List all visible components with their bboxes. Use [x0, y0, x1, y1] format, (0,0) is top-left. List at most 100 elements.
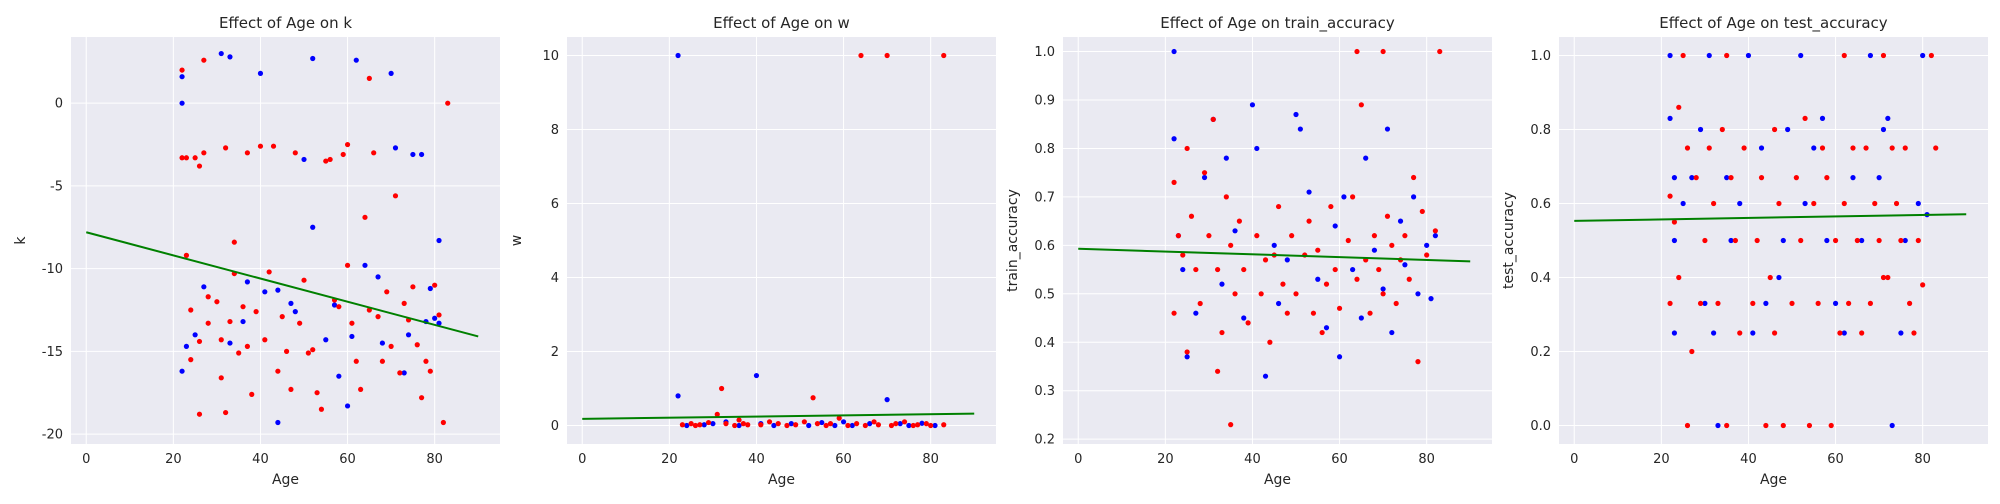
- data-point-series-1: [427, 368, 433, 374]
- x-tick-label: 20: [661, 452, 678, 467]
- data-point-series-0: [336, 373, 342, 379]
- data-point-series-1: [1789, 300, 1795, 306]
- data-point-series-0: [1271, 242, 1277, 248]
- data-point-series-0: [1424, 242, 1430, 248]
- data-point-series-1: [371, 150, 377, 156]
- x-tick-label: 60: [1827, 452, 1844, 467]
- data-point-series-1: [1197, 300, 1203, 307]
- data-point-series-0: [1867, 52, 1874, 59]
- data-point-series-1: [362, 214, 368, 220]
- data-point-series-1: [1354, 48, 1360, 55]
- data-point-series-0: [1750, 330, 1756, 336]
- data-point-series-0: [1171, 48, 1177, 55]
- x-tick-label: 0: [1074, 452, 1082, 467]
- y-tick-label: 0.4: [1034, 336, 1055, 351]
- data-point-series-1: [1850, 145, 1856, 151]
- data-point-series-1: [1245, 320, 1251, 326]
- data-point-series-1: [1384, 213, 1391, 219]
- data-point-series-1: [1193, 266, 1199, 273]
- y-tick-label: 10: [542, 49, 559, 64]
- data-point-series-1: [1832, 237, 1839, 244]
- data-point-series-0: [1802, 200, 1808, 207]
- x-axis-label: Age: [1760, 472, 1787, 488]
- x-tick-label: 40: [252, 452, 269, 467]
- data-point-series-0: [1380, 286, 1386, 292]
- data-point-series-0: [1397, 218, 1404, 224]
- data-point-series-1: [1380, 48, 1386, 55]
- data-point-series-0: [310, 55, 316, 62]
- data-point-series-1: [814, 421, 821, 427]
- data-point-series-0: [1671, 237, 1678, 244]
- data-point-series-1: [253, 309, 259, 315]
- data-point-series-1: [270, 143, 277, 149]
- data-point-series-1: [1180, 252, 1186, 258]
- x-axis-label: Age: [1264, 472, 1291, 488]
- chart-title: Effect of Age on train_accuracy: [1160, 14, 1395, 33]
- data-point-series-1: [1415, 359, 1421, 365]
- data-point-series-1: [1419, 208, 1425, 215]
- data-point-series-1: [1724, 422, 1730, 429]
- data-point-series-1: [1289, 233, 1295, 239]
- data-point-series-1: [875, 422, 882, 428]
- data-point-series-1: [1345, 237, 1351, 244]
- data-point-series-1: [1684, 422, 1691, 429]
- data-point-series-0: [362, 262, 368, 268]
- data-point-series-1: [1371, 233, 1378, 239]
- data-point-series-1: [1676, 274, 1682, 281]
- data-point-series-1: [414, 342, 420, 348]
- data-point-series-0: [1432, 233, 1438, 239]
- x-tick-label: 0: [82, 452, 90, 467]
- data-point-series-1: [705, 419, 712, 426]
- data-point-series-1: [810, 395, 816, 401]
- data-point-series-1: [732, 422, 738, 429]
- data-point-series-0: [1223, 155, 1229, 161]
- data-point-series-1: [1771, 330, 1778, 336]
- data-point-series-0: [331, 302, 338, 308]
- data-point-series-1: [1693, 175, 1699, 181]
- data-point-series-1: [1824, 175, 1830, 181]
- trend-line: [1078, 247, 1471, 263]
- data-point-series-0: [771, 422, 777, 429]
- data-point-series-1: [397, 370, 403, 376]
- x-tick-label: 40: [1244, 452, 1261, 467]
- data-point-series-0: [1745, 52, 1752, 59]
- data-point-series-0: [344, 403, 351, 409]
- data-point-series-1: [196, 411, 203, 417]
- data-point-series-0: [419, 151, 425, 158]
- data-point-series-1: [1780, 422, 1786, 429]
- data-point-series-1: [941, 422, 947, 428]
- data-point-series-0: [840, 419, 847, 425]
- data-point-series-1: [214, 299, 220, 305]
- data-point-series-0: [932, 422, 938, 429]
- plot-area: [567, 37, 996, 444]
- data-point-series-1: [793, 422, 799, 428]
- data-point-series-1: [823, 422, 829, 429]
- data-point-series-0: [275, 419, 281, 426]
- data-point-series-0: [288, 300, 294, 306]
- data-point-series-1: [1184, 349, 1190, 355]
- data-point-series-1: [1876, 237, 1882, 244]
- data-point-series-0: [310, 224, 316, 230]
- data-point-series-1: [836, 415, 842, 421]
- data-point-series-0: [1711, 330, 1717, 336]
- data-point-series-1: [401, 300, 407, 306]
- data-point-series-0: [432, 315, 438, 321]
- data-point-series-1: [801, 419, 807, 425]
- data-point-series-0: [301, 156, 307, 163]
- data-point-series-0: [675, 52, 681, 59]
- data-point-series-1: [766, 419, 773, 425]
- data-point-series-0: [1889, 422, 1895, 429]
- data-point-series-1: [1689, 348, 1695, 355]
- data-point-series-1: [1880, 274, 1887, 281]
- data-point-series-1: [1328, 203, 1334, 210]
- data-point-series-1: [884, 52, 890, 59]
- data-point-series-1: [1280, 281, 1286, 287]
- x-tick-label: 40: [748, 452, 765, 467]
- data-point-series-1: [1811, 200, 1817, 207]
- data-point-series-1: [1258, 291, 1264, 297]
- data-point-series-0: [1428, 296, 1434, 302]
- trend-line: [1574, 213, 1967, 222]
- data-point-series-0: [1232, 228, 1238, 234]
- data-point-series-1: [1737, 330, 1743, 336]
